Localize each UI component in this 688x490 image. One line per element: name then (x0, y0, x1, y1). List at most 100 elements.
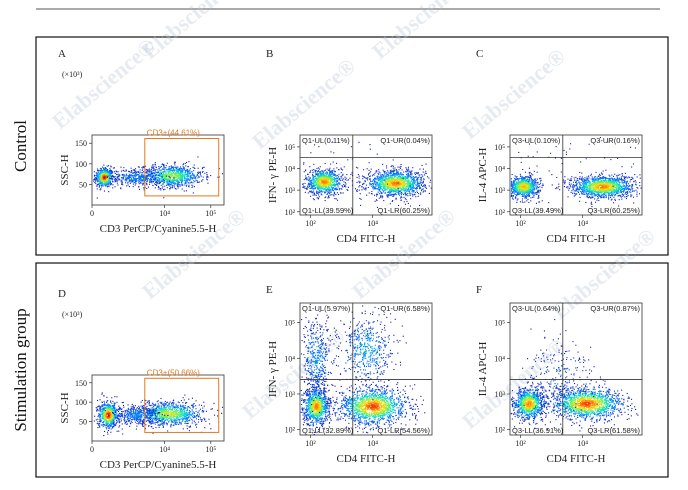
event-dot (314, 144, 316, 146)
event-dot (429, 181, 431, 183)
event-dot (376, 182, 378, 184)
event-dot (130, 175, 132, 177)
event-dot (111, 172, 113, 174)
event-dot (155, 181, 157, 183)
event-dot (527, 194, 529, 196)
event-dot (374, 181, 376, 183)
event-dot (599, 187, 601, 189)
event-dot (582, 185, 584, 187)
event-dot (153, 168, 155, 170)
event-dot (430, 187, 432, 189)
event-dot (149, 175, 151, 177)
event-dot (113, 176, 115, 178)
event-dot (162, 184, 164, 186)
event-dot (116, 182, 118, 184)
event-dot (115, 179, 117, 181)
event-dot (520, 190, 522, 192)
event-dot (306, 188, 308, 190)
event-dot (154, 180, 156, 182)
event-dot (175, 180, 177, 182)
event-dot (189, 177, 191, 179)
event-dot (180, 170, 182, 172)
event-dot (386, 186, 388, 188)
event-dot (100, 178, 102, 180)
event-dot (394, 187, 396, 189)
event-dot (409, 189, 411, 191)
event-dot (96, 183, 98, 185)
event-dot (320, 181, 322, 183)
event-dot (401, 177, 403, 179)
event-dot (104, 170, 106, 172)
event-dot (405, 193, 407, 195)
event-dot (166, 181, 168, 183)
event-dot (325, 180, 327, 182)
event-dot (395, 169, 397, 171)
event-dot (511, 192, 513, 194)
event-dot (511, 194, 513, 196)
event-dot (150, 172, 152, 174)
event-dot (356, 190, 358, 192)
event-dot (337, 199, 339, 201)
event-dot (529, 184, 531, 186)
event-dot (182, 166, 184, 168)
event-dot (143, 177, 145, 179)
quadrant-label-lr: Q1-LR(60.25%) (377, 206, 430, 215)
event-dot (320, 174, 322, 176)
event-dot (176, 172, 178, 174)
event-dot (120, 187, 122, 189)
event-dot (385, 182, 387, 184)
event-dot (372, 173, 374, 175)
event-dot (149, 180, 151, 182)
event-dot (390, 189, 392, 191)
event-dot (425, 186, 427, 188)
event-dot (153, 174, 155, 176)
event-dot (338, 189, 340, 191)
event-dot (345, 183, 347, 185)
event-dot (343, 166, 345, 168)
event-dot (383, 188, 385, 190)
event-dot (614, 180, 616, 182)
event-dot (518, 193, 520, 195)
event-dot (530, 197, 532, 199)
event-dot (312, 174, 314, 176)
event-dot (207, 176, 209, 178)
event-dot (615, 187, 617, 189)
event-dot (168, 171, 170, 173)
event-dot (400, 196, 402, 198)
event-dot (170, 170, 172, 172)
event-dot (399, 183, 401, 185)
event-dot (523, 180, 525, 182)
event-dot (344, 176, 346, 178)
event-dot (323, 190, 325, 192)
event-dot (524, 171, 526, 173)
event-dot (323, 171, 325, 173)
event-dot (102, 182, 104, 184)
gate-rect (144, 138, 220, 197)
event-dot (314, 188, 316, 190)
event-dot (167, 182, 169, 184)
event-dot (175, 174, 177, 176)
event-dot (310, 184, 312, 186)
event-dot (178, 174, 180, 176)
event-dot (97, 183, 99, 185)
event-dot (390, 175, 392, 177)
event-dot (173, 168, 175, 170)
event-dot (391, 193, 393, 195)
event-dot (96, 197, 98, 199)
event-dot (316, 191, 318, 193)
event-dot (332, 188, 334, 190)
event-dot (335, 198, 337, 200)
event-dot (317, 182, 319, 184)
row-frame-control (35, 36, 669, 256)
event-dot (379, 181, 381, 183)
event-dot (177, 169, 179, 171)
event-dot (177, 180, 179, 182)
event-dot (534, 178, 536, 180)
event-dot (189, 175, 191, 177)
event-dot (316, 174, 318, 176)
event-dot (330, 171, 332, 173)
event-dot (143, 175, 145, 177)
event-dot (524, 190, 526, 192)
event-dot (327, 181, 329, 183)
